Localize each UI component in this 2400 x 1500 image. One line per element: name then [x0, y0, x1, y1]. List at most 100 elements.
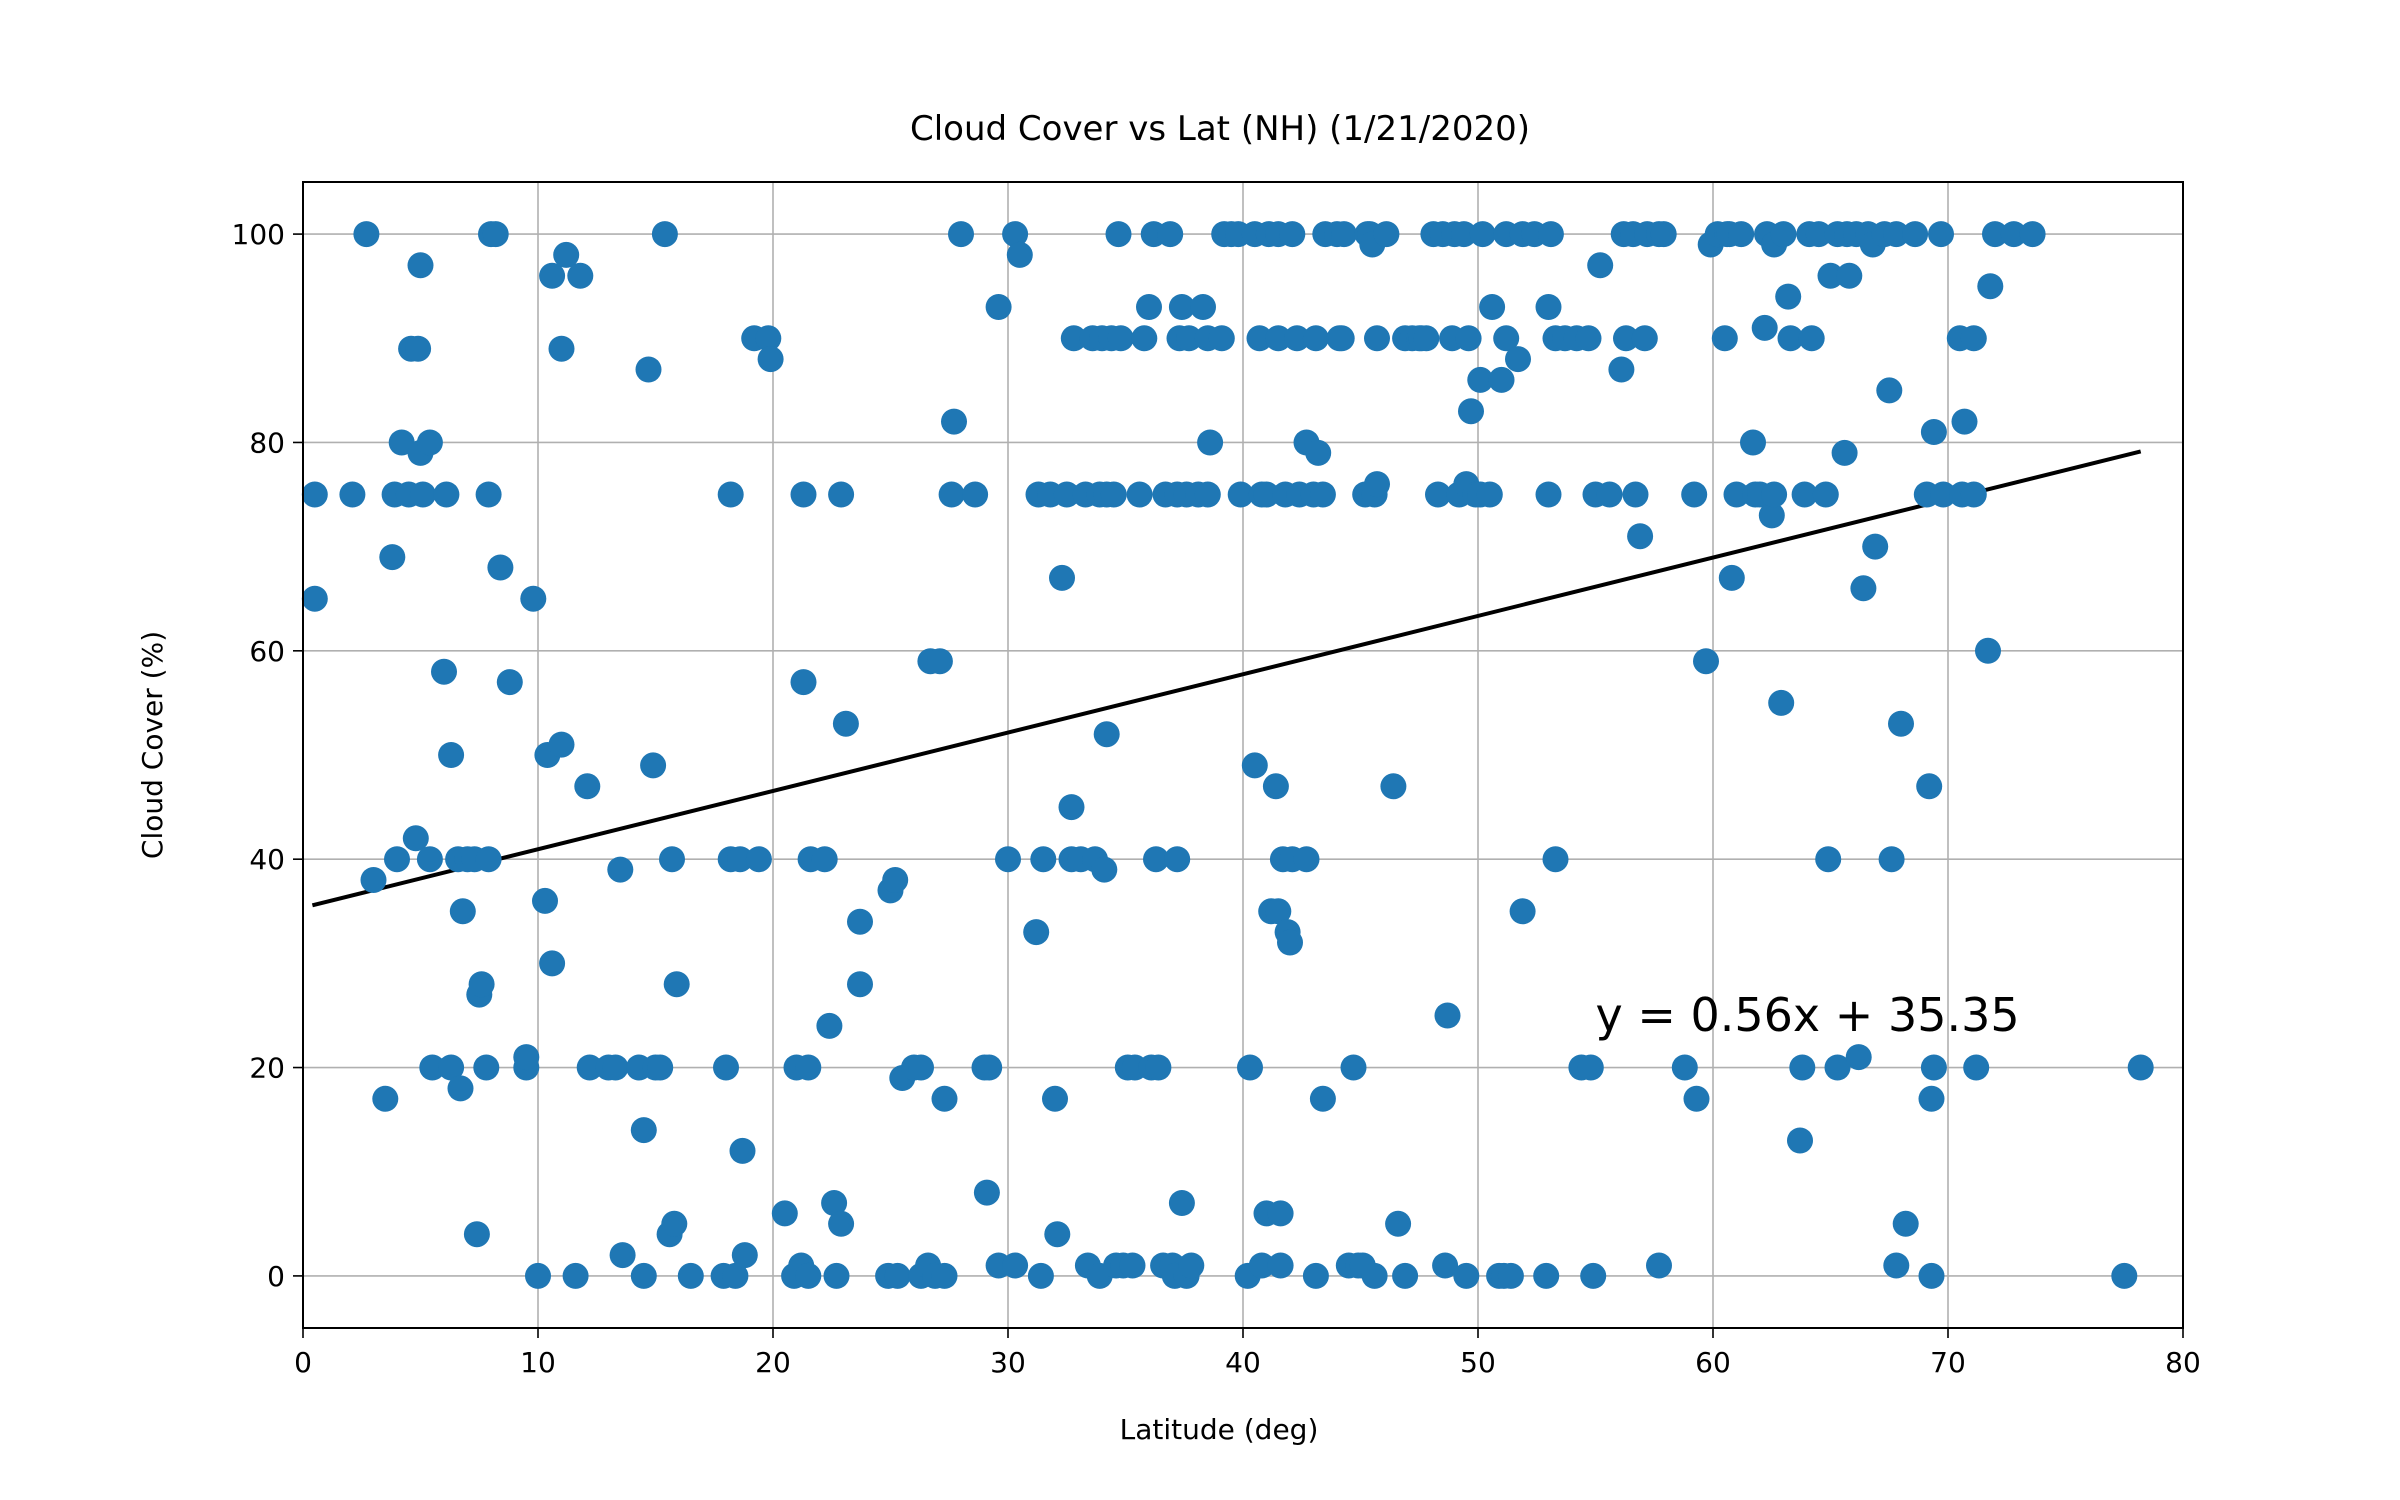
data-point — [1246, 325, 1273, 352]
data-point — [1787, 1127, 1813, 1154]
data-point — [1711, 325, 1738, 352]
data-point — [1340, 1054, 1367, 1081]
data-point — [635, 356, 662, 383]
data-point — [1030, 846, 1057, 873]
data-point — [473, 1054, 500, 1081]
data-point — [468, 971, 495, 998]
x-tick-label: 30 — [990, 1346, 1026, 1379]
data-point — [1208, 325, 1235, 352]
data-point — [1960, 481, 1987, 508]
data-point — [602, 1054, 629, 1081]
data-point — [1930, 481, 1957, 508]
data-point — [1883, 221, 1910, 248]
data-point — [1023, 919, 1050, 946]
data-point — [1453, 1262, 1480, 1289]
data-point — [1918, 1262, 1945, 1289]
data-point — [1053, 481, 1080, 508]
data-point — [1982, 221, 2008, 248]
data-point — [1878, 846, 1905, 873]
data-point — [731, 1242, 758, 1269]
data-point — [630, 1262, 657, 1289]
data-point — [1253, 481, 1280, 508]
data-point — [487, 554, 514, 581]
data-point — [1587, 252, 1614, 279]
data-point — [1862, 533, 1889, 560]
data-point — [1178, 1252, 1205, 1279]
data-point — [1596, 481, 1623, 508]
data-point — [771, 1200, 798, 1227]
data-point — [908, 1054, 934, 1081]
data-point — [416, 846, 443, 873]
data-point — [1817, 262, 1844, 289]
data-point — [729, 1137, 756, 1164]
data-point — [1824, 1054, 1851, 1081]
data-point — [301, 585, 328, 612]
x-tick-label: 40 — [1225, 1346, 1261, 1379]
data-point — [1093, 721, 1120, 748]
data-point — [1977, 273, 2004, 300]
data-point — [1364, 325, 1390, 352]
data-point — [1060, 325, 1087, 352]
data-point — [884, 1262, 911, 1289]
data-point — [1107, 325, 1134, 352]
data-point — [1975, 637, 2001, 664]
data-point — [1469, 221, 1496, 248]
data-point — [926, 648, 953, 675]
data-point — [1027, 1262, 1054, 1289]
data-point — [1227, 481, 1254, 508]
data-point — [630, 1117, 657, 1144]
data-point — [661, 1210, 688, 1237]
data-point — [757, 346, 784, 373]
data-point — [576, 1054, 603, 1081]
data-point — [811, 846, 838, 873]
data-point — [1458, 398, 1484, 425]
data-point — [609, 1242, 636, 1269]
data-point — [985, 294, 1012, 320]
data-point — [1168, 294, 1195, 320]
data-point — [1145, 1054, 1172, 1081]
data-point — [1723, 481, 1750, 508]
data-point — [1963, 1054, 1990, 1081]
data-point — [1791, 481, 1818, 508]
data-point — [790, 481, 817, 508]
data-point — [1197, 429, 1224, 456]
data-point — [1105, 221, 1132, 248]
data-point — [1380, 773, 1407, 800]
data-point — [1916, 773, 1943, 800]
data-point — [1248, 1252, 1275, 1279]
data-point — [539, 950, 566, 977]
data-point — [1888, 710, 1914, 737]
data-point — [713, 1054, 739, 1081]
y-axis-ticks: 0 20 40 60 80 100 — [232, 218, 303, 1293]
data-point — [513, 1044, 540, 1071]
data-point — [847, 908, 873, 935]
data-point — [931, 1262, 958, 1289]
data-point — [640, 752, 667, 779]
data-point — [1580, 1262, 1607, 1289]
data-point — [1805, 221, 1832, 248]
data-point — [1902, 221, 1929, 248]
data-point — [973, 1179, 1000, 1206]
data-point — [1006, 241, 1033, 268]
data-point — [1751, 314, 1778, 341]
data-point — [1002, 221, 1029, 248]
data-point — [402, 825, 429, 852]
data-point — [1302, 1262, 1329, 1289]
data-point — [1920, 419, 1947, 445]
x-tick-label: 80 — [2165, 1346, 2201, 1379]
data-point — [525, 1262, 551, 1289]
data-point — [1302, 325, 1329, 352]
chart-title: Cloud Cover vs Lat (NH) (1/21/2020) — [910, 109, 1530, 149]
data-point — [1284, 325, 1310, 352]
data-point — [832, 710, 859, 737]
data-point — [433, 481, 460, 508]
data-point — [931, 1085, 958, 1112]
data-point — [651, 221, 678, 248]
data-point — [1119, 1252, 1146, 1279]
data-point — [717, 481, 744, 508]
data-point — [1476, 481, 1503, 508]
y-tick-label: 60 — [249, 635, 285, 668]
x-tick-label: 0 — [294, 1346, 312, 1379]
data-point — [1361, 1262, 1388, 1289]
data-point — [496, 669, 523, 696]
